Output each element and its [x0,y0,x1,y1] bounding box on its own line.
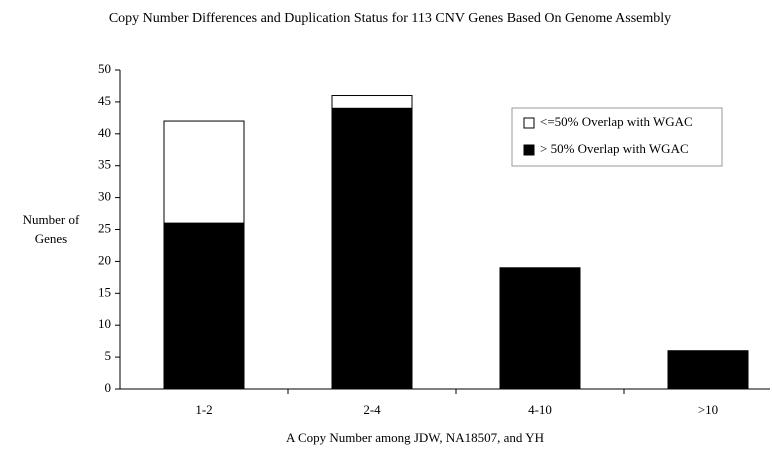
y-tick-label: 30 [98,189,111,204]
x-tick-label: 1-2 [195,402,212,417]
bar-segment [163,222,245,390]
y-tick-label: 40 [98,125,111,140]
chart-title: Copy Number Differences and Duplication … [108,11,672,26]
y-tick-label: 50 [98,61,111,76]
y-tick-label: 35 [98,157,111,172]
bar-segment [331,107,413,390]
bar-segment [163,120,245,224]
legend-label: > 50% Overlap with WGAC [540,141,689,156]
y-tick-label: 45 [98,93,111,108]
legend-label: <=50% Overlap with WGAC [540,114,693,129]
x-tick-label: >10 [698,402,718,417]
y-tick-label: 15 [98,284,111,299]
x-tick-label: 2-4 [363,402,381,417]
x-tick-label: 4-10 [528,402,552,417]
y-tick-label: 25 [98,220,111,235]
x-axis-label: A Copy Number among JDW, NA18507, and YH [286,430,544,445]
y-tick-label: 20 [98,252,111,267]
y-tick-label: 0 [105,380,112,395]
legend-box [511,107,723,167]
legend-swatch [523,144,535,156]
y-tick-label: 10 [98,316,111,331]
bar-segment [331,95,413,109]
bar-segment [499,267,581,390]
y-tick-label: 5 [105,348,112,363]
y-axis-label: Number of Genes [22,212,80,246]
bar-segment [667,350,749,390]
legend-swatch [523,117,535,129]
